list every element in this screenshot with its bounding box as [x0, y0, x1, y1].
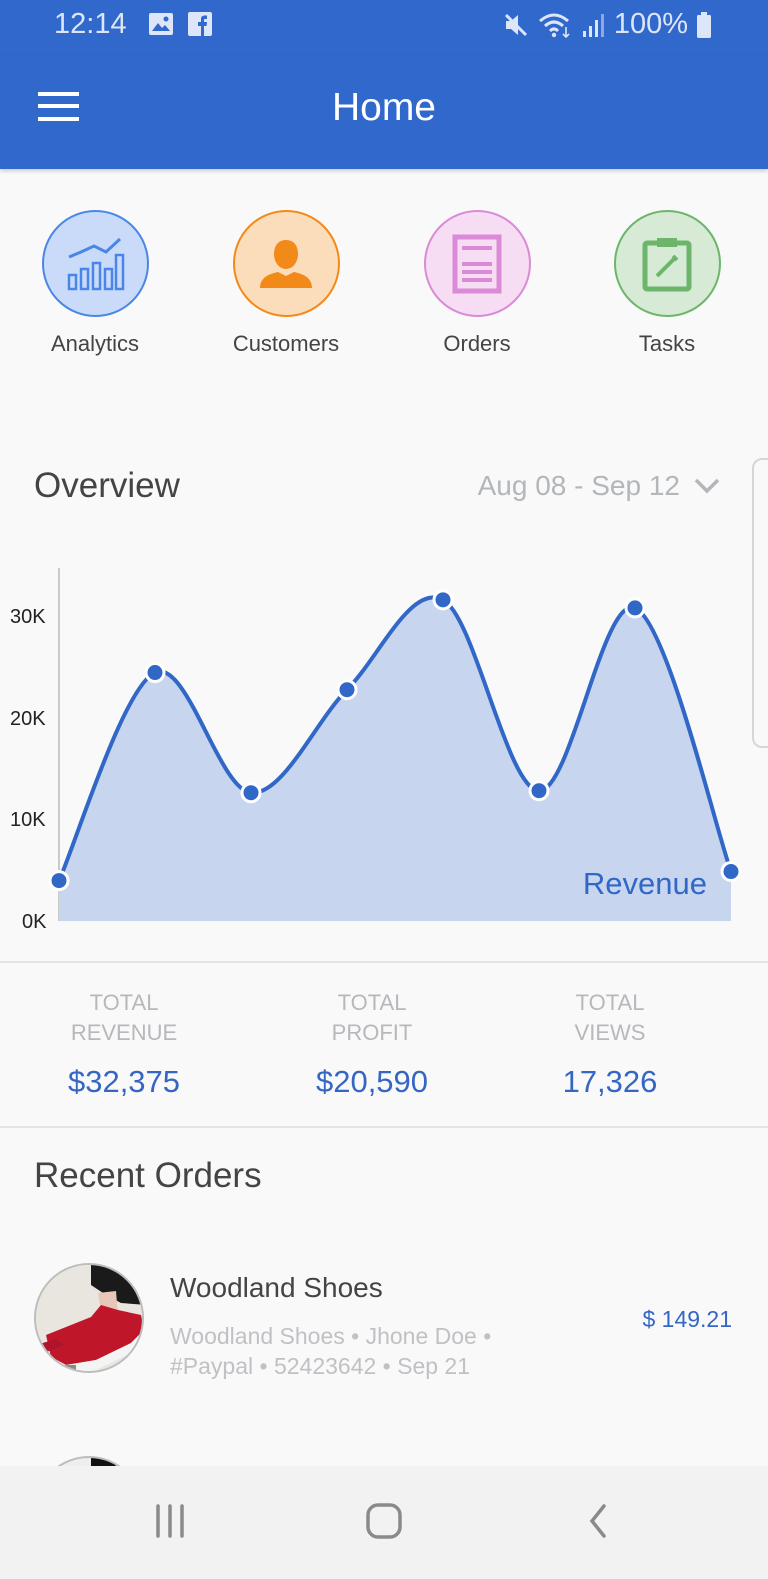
quick-action-analytics[interactable]: Analytics	[25, 210, 165, 357]
quick-action-label: Orders	[443, 331, 511, 356]
stat-total-views: TOTAL VIEWS 17,326	[510, 988, 710, 1100]
chart-plot: Revenue	[48, 568, 742, 921]
quick-action-label: Customers	[232, 331, 340, 356]
chart-data-point[interactable]	[48, 870, 70, 892]
quick-actions: Analytics Customers Orders	[0, 210, 768, 370]
divider	[0, 961, 768, 963]
y-tick-label: 0K	[22, 911, 47, 933]
status-time: 12:14	[54, 8, 127, 40]
stat-total-profit: TOTAL PROFIT $20,590	[272, 988, 472, 1100]
order-price: $ 149.21	[642, 1306, 732, 1332]
status-bar: 12:14 100%	[0, 0, 768, 56]
y-tick-label: 30K	[10, 606, 46, 628]
recent-orders-title: Recent Orders	[34, 1156, 262, 1195]
chart-data-point[interactable]	[144, 662, 166, 684]
document-icon	[452, 234, 502, 293]
side-panel-handle[interactable]	[752, 458, 768, 748]
stat-total-revenue: TOTAL REVENUE $32,375	[24, 988, 224, 1100]
y-tick-label: 20K	[10, 708, 46, 730]
chart-data-point[interactable]	[432, 589, 454, 611]
chart-legend-revenue: Revenue	[583, 866, 707, 901]
chart-data-point[interactable]	[720, 861, 742, 883]
order-list-item[interactable]: Woodland Shoes Woodland Shoes • Jhone Do…	[0, 1258, 768, 1388]
chart-data-point[interactable]	[240, 782, 262, 804]
chart-data-point[interactable]	[624, 597, 646, 619]
quick-action-label: Tasks	[638, 331, 696, 356]
product-thumbnail	[34, 1263, 144, 1373]
quick-action-label: Analytics	[50, 331, 140, 356]
battery-percent: 100%	[613, 8, 688, 40]
order-product-name: Woodland Shoes	[170, 1272, 383, 1303]
y-tick-label: 10K	[10, 809, 46, 831]
order-meta: Woodland Shoes • Jhone Doe • #Paypal • 5…	[170, 1323, 492, 1379]
chevron-down-icon	[694, 478, 720, 494]
page-title: Home	[331, 86, 437, 129]
back-icon[interactable]	[568, 1496, 628, 1546]
quick-action-tasks[interactable]: Tasks	[597, 210, 737, 357]
analytics-chart-icon	[67, 237, 125, 290]
quick-action-customers[interactable]: Customers	[216, 210, 356, 357]
facebook-icon	[188, 12, 212, 36]
home-icon[interactable]	[354, 1496, 414, 1546]
date-range-label: Aug 08 - Sep 12	[477, 470, 680, 501]
recent-apps-icon[interactable]	[140, 1496, 200, 1546]
chart-data-point[interactable]	[528, 780, 550, 802]
person-icon	[260, 239, 312, 288]
quick-action-orders[interactable]: Orders	[407, 210, 547, 357]
stat-value: $32,375	[67, 1064, 181, 1099]
overview-title: Overview	[34, 466, 180, 505]
signal-icon	[582, 13, 604, 37]
mute-icon	[504, 13, 527, 36]
stat-value: 17,326	[562, 1064, 658, 1099]
clipboard-edit-icon	[642, 237, 692, 291]
wifi-icon	[538, 13, 570, 38]
hamburger-menu-icon[interactable]	[38, 92, 80, 124]
stat-value: $20,590	[315, 1064, 429, 1099]
system-nav-bar	[0, 1466, 768, 1579]
date-range-dropdown[interactable]: Aug 08 - Sep 12	[478, 470, 720, 502]
image-icon	[149, 13, 173, 35]
chart-data-point[interactable]	[336, 679, 358, 701]
revenue-chart: 30K 20K 10K 0K Revenue	[0, 560, 768, 940]
app-bar: Home	[0, 56, 768, 169]
battery-icon	[697, 11, 711, 38]
divider	[0, 1126, 768, 1128]
